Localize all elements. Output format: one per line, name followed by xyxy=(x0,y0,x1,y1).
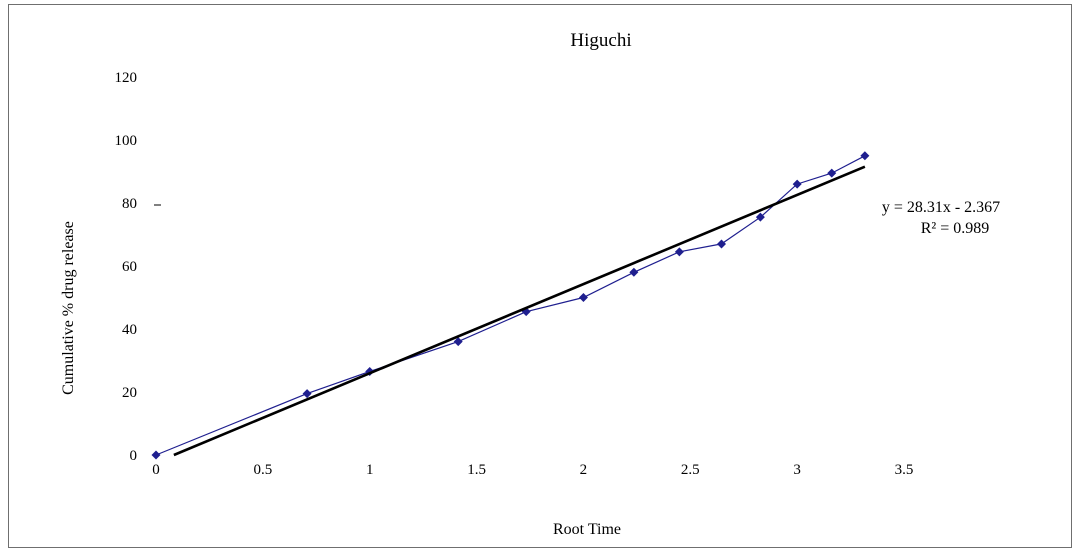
x-tick-label: 1 xyxy=(366,462,374,478)
r-squared-label: R² = 0.989 xyxy=(921,220,990,237)
y-axis-label: Cumulative % drug release xyxy=(60,221,77,395)
series-line xyxy=(155,155,866,456)
x-tick-label: 0.5 xyxy=(253,462,272,478)
data-point-marker xyxy=(151,450,161,460)
y-tick-label: 60 xyxy=(122,259,137,275)
chart-frame: Higuchi 0 20 40 60 80 100 120 0 0.5 1 1.5 2 2.5 3 3.5… xyxy=(8,4,1072,548)
data-point-marker xyxy=(792,179,802,189)
data-point-marker xyxy=(755,212,765,222)
x-tick-label: 3 xyxy=(793,462,801,478)
y-tick-label: 0 xyxy=(130,448,138,464)
y-tick-label: 40 xyxy=(122,322,137,338)
y-tick-label: 120 xyxy=(115,70,138,86)
data-point-marker xyxy=(453,337,463,347)
x-axis-label: Root Time xyxy=(553,521,621,538)
data-point-marker xyxy=(629,267,639,277)
x-tick-label: 3.5 xyxy=(895,462,914,478)
x-tick-label: 2.5 xyxy=(681,462,700,478)
data-point-marker xyxy=(578,293,588,302)
linear-trendline xyxy=(173,165,866,457)
data-point-marker xyxy=(827,168,837,178)
trendline-equation: y = 28.31x - 2.367 xyxy=(882,199,1000,216)
data-point-marker xyxy=(860,151,870,161)
x-tick-label: 0 xyxy=(152,462,160,478)
data-point-marker xyxy=(674,247,684,257)
y-tick-label: 20 xyxy=(122,385,137,401)
x-tick-label: 2 xyxy=(580,462,588,478)
data-point-marker xyxy=(302,389,312,399)
data-point-marker xyxy=(716,239,726,249)
x-tick-label: 1.5 xyxy=(467,462,486,478)
trendline-layer xyxy=(173,165,866,457)
x-tick-labels: 0 0.5 1 1.5 2 2.5 3 3.5 xyxy=(152,462,913,478)
y-tick-label: 80 xyxy=(122,196,137,212)
chart-title: Higuchi xyxy=(570,30,631,51)
y-tick-label: 100 xyxy=(115,133,138,149)
series-layer xyxy=(151,151,870,460)
y-tick-labels: 0 20 40 60 80 100 120 xyxy=(115,70,138,464)
higuchi-chart: Higuchi 0 20 40 60 80 100 120 0 0.5 1 1.5 2 2.5 3 3.5… xyxy=(60,30,1000,538)
